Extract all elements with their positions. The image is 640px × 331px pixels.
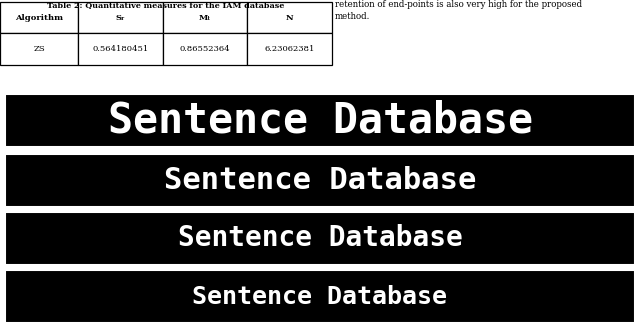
Text: Mₜ: Mₜ	[199, 14, 211, 22]
Bar	[163, 2, 247, 33]
Text: retention of end-points is also very high for the proposed
method.: retention of end-points is also very hig…	[335, 0, 582, 21]
Text: 0.564180451: 0.564180451	[92, 45, 148, 53]
Text: Sentence Database: Sentence Database	[108, 100, 532, 141]
Bar	[78, 2, 163, 33]
Text: Table 2: Quantitative measures for the IAM database: Table 2: Quantitative measures for the I…	[47, 1, 285, 9]
Text: Algorithm: Algorithm	[15, 14, 63, 22]
Text: Sentence Database: Sentence Database	[178, 224, 462, 253]
Bar	[163, 33, 247, 65]
Bar	[78, 33, 163, 65]
Text: Sentence Database: Sentence Database	[164, 166, 476, 195]
Text: 0.86552364: 0.86552364	[180, 45, 230, 53]
Bar	[0, 2, 78, 33]
Text: Sentence Database: Sentence Database	[193, 285, 447, 308]
Bar	[0, 33, 78, 65]
Text: Sᵣ: Sᵣ	[116, 14, 125, 22]
Bar	[247, 2, 332, 33]
Text: N: N	[286, 14, 294, 22]
Bar	[247, 33, 332, 65]
Text: ZS: ZS	[33, 45, 45, 53]
Text: 6.23062381: 6.23062381	[264, 45, 315, 53]
